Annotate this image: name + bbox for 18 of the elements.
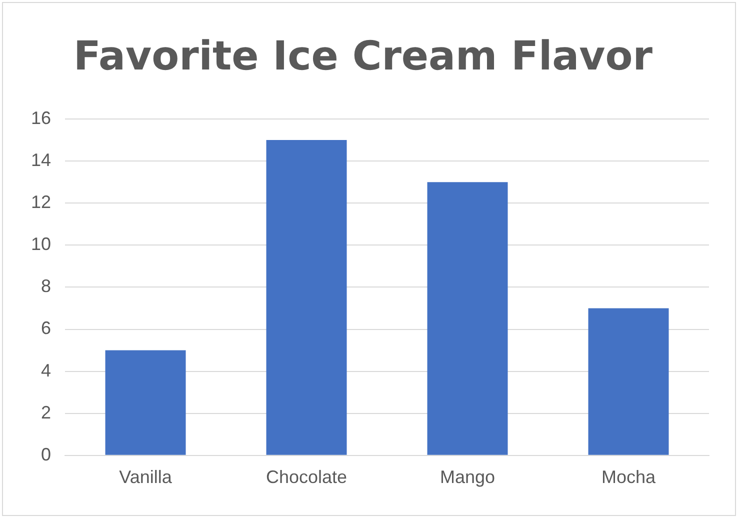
x-tick-label: Mocha <box>601 467 657 488</box>
bar <box>266 140 347 455</box>
y-tick-label: 2 <box>41 402 52 422</box>
chart-title: Favorite Ice Cream Flavor <box>74 33 653 80</box>
x-tick-label: Mango <box>440 467 496 488</box>
bar <box>427 182 508 455</box>
y-tick-label: 14 <box>30 150 52 170</box>
bar <box>588 308 669 455</box>
y-tick-label: 8 <box>41 276 52 296</box>
y-tick-label: 4 <box>41 360 52 380</box>
y-tick-label: 12 <box>30 192 52 212</box>
y-tick-label: 0 <box>41 444 52 464</box>
x-tick-label: Chocolate <box>266 467 348 488</box>
x-tick-label: Vanilla <box>119 467 173 488</box>
y-tick-label: 10 <box>30 234 52 254</box>
y-tick-label: 16 <box>30 108 52 128</box>
y-tick-label: 6 <box>41 318 52 338</box>
bar <box>105 350 186 455</box>
